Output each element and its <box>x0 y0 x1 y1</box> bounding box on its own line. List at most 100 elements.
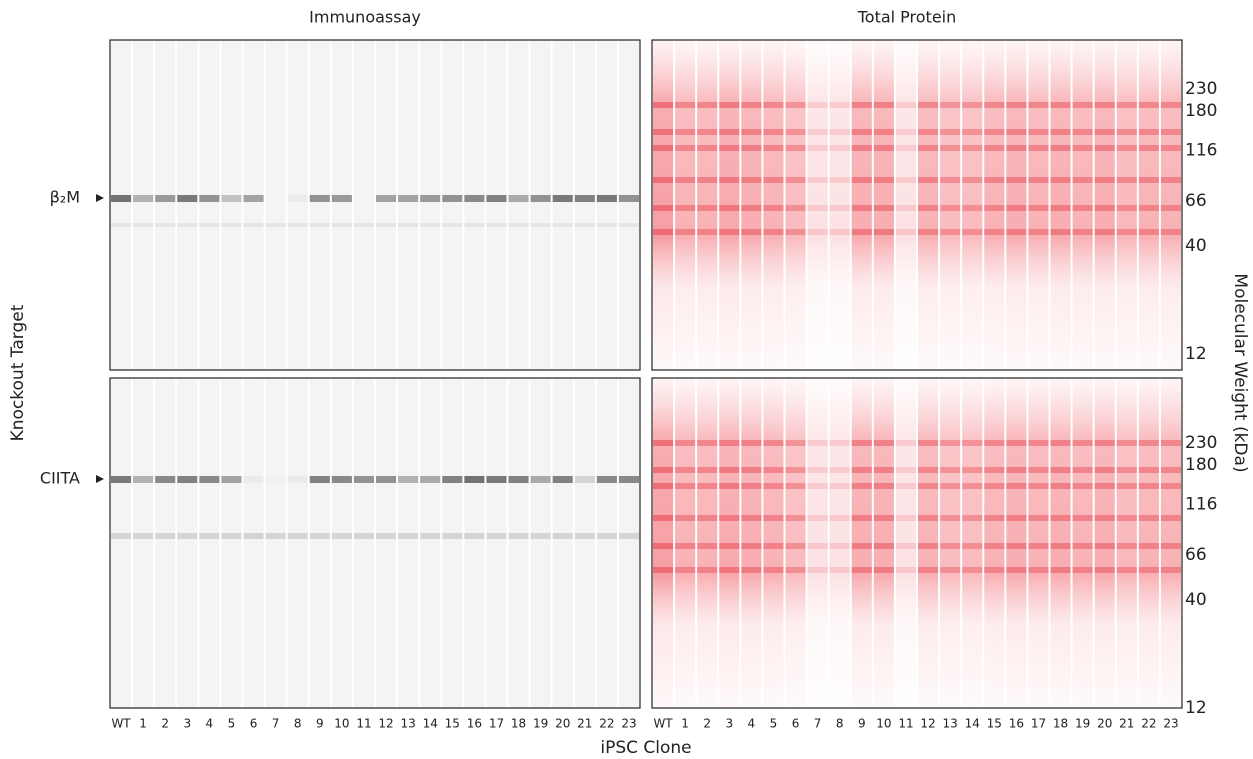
band <box>1138 145 1159 151</box>
band <box>962 145 983 151</box>
band <box>442 533 463 539</box>
lane <box>574 40 595 370</box>
band <box>287 533 308 539</box>
band <box>1028 567 1049 573</box>
band <box>309 195 330 202</box>
band <box>962 440 983 446</box>
band <box>653 229 674 235</box>
band <box>1116 177 1137 183</box>
lane <box>873 378 894 708</box>
lane-label: 23 <box>1163 717 1178 731</box>
lane <box>675 378 696 708</box>
band <box>895 543 916 549</box>
band <box>697 515 718 521</box>
band <box>984 515 1005 521</box>
band <box>486 195 507 202</box>
band <box>1138 483 1159 489</box>
band <box>1160 467 1181 473</box>
band <box>1138 467 1159 473</box>
band <box>1028 129 1049 135</box>
lane <box>1050 378 1071 708</box>
band <box>851 145 872 151</box>
band <box>785 567 806 573</box>
band <box>331 533 352 539</box>
band <box>398 533 419 539</box>
band <box>741 483 762 489</box>
band <box>653 145 674 151</box>
band <box>741 440 762 446</box>
band <box>851 205 872 211</box>
lane-label: 11 <box>898 717 913 731</box>
lane-label: 15 <box>445 717 460 731</box>
lane-label: WT <box>111 717 131 731</box>
mw-label: 180 <box>1185 455 1217 475</box>
band <box>1050 467 1071 473</box>
lane <box>918 40 939 370</box>
mw-label: 66 <box>1185 191 1207 211</box>
band <box>653 102 674 108</box>
band <box>1138 205 1159 211</box>
band <box>1072 145 1093 151</box>
band <box>199 195 220 202</box>
band <box>376 533 397 539</box>
lane <box>420 378 441 708</box>
lane <box>785 378 806 708</box>
band <box>1072 205 1093 211</box>
lane <box>376 378 397 708</box>
band <box>873 543 894 549</box>
band <box>552 476 573 483</box>
lane-label: 19 <box>533 717 548 731</box>
band <box>1072 177 1093 183</box>
band <box>1116 567 1137 573</box>
lane <box>177 378 198 708</box>
band <box>829 145 850 151</box>
lane <box>1072 378 1093 708</box>
band <box>1094 229 1115 235</box>
band <box>596 223 617 227</box>
lane <box>133 378 154 708</box>
band <box>984 440 1005 446</box>
lane <box>111 378 132 708</box>
band <box>1050 177 1071 183</box>
band <box>618 533 639 539</box>
band <box>918 102 939 108</box>
band <box>653 543 674 549</box>
band <box>940 467 961 473</box>
band <box>741 145 762 151</box>
band <box>873 205 894 211</box>
row-label: β₂M <box>50 188 80 207</box>
band <box>653 567 674 573</box>
band <box>984 229 1005 235</box>
lane-label: 16 <box>467 717 482 731</box>
band <box>763 483 784 489</box>
band <box>508 476 529 483</box>
band <box>785 440 806 446</box>
lane-label: 8 <box>836 717 844 731</box>
band <box>1138 515 1159 521</box>
band <box>895 440 916 446</box>
band <box>895 177 916 183</box>
lane <box>508 378 529 708</box>
band <box>618 223 639 227</box>
lane-label: 2 <box>161 717 169 731</box>
lane-label: 20 <box>1097 717 1112 731</box>
band <box>618 476 639 483</box>
band <box>1116 543 1137 549</box>
band <box>442 223 463 227</box>
band <box>1050 440 1071 446</box>
band <box>266 476 286 483</box>
lane <box>1050 40 1071 370</box>
band <box>1138 177 1159 183</box>
lane <box>353 40 374 370</box>
band <box>741 229 762 235</box>
band <box>1116 440 1137 446</box>
band <box>1050 205 1071 211</box>
band <box>155 195 176 202</box>
band <box>895 205 916 211</box>
lane <box>940 378 961 708</box>
band <box>851 515 872 521</box>
band <box>807 102 828 108</box>
band <box>697 543 718 549</box>
lane-label: 4 <box>206 717 214 731</box>
band <box>331 476 352 483</box>
